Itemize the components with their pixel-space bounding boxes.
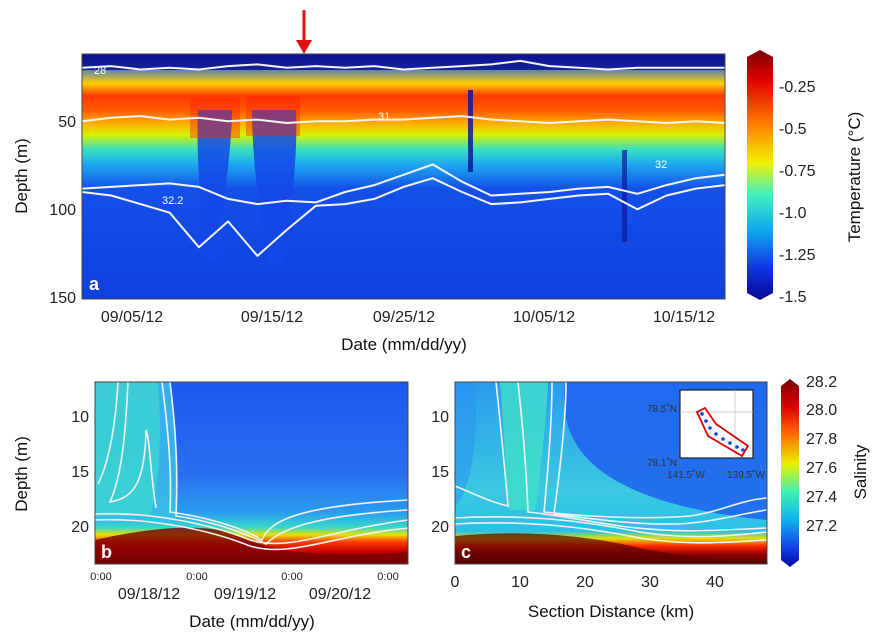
y-tick-50: 50 <box>58 114 76 131</box>
inset-lat-label-0: 78.5˚N <box>647 403 677 415</box>
panel-a-y-ticks: 50 100 150 <box>49 114 76 307</box>
salinity-colorbar: 28.2 28.0 27.8 27.6 27.4 27.2 Salinity <box>781 374 870 567</box>
panel-label-a: a <box>89 274 100 294</box>
cb-s-tick-2: 27.8 <box>806 431 837 448</box>
x-tick-09-25: 09/25/12 <box>373 309 435 326</box>
panel-label-b: b <box>101 542 112 562</box>
panel-a-ylabel: Depth (m) <box>12 138 31 214</box>
temperature-colorbar: -0.25 -0.5 -0.75 -1.0 -1.25 -1.5 Tempera… <box>747 50 864 306</box>
cb-t-tick-1: -0.5 <box>779 121 807 138</box>
panel-a-xlabel: Date (mm/dd/yy) <box>341 335 467 354</box>
b-x-minor-0: 0:00 <box>90 571 111 583</box>
panel-b-features <box>95 382 408 564</box>
panel-a-heatmap <box>82 54 725 299</box>
panel-b-frame <box>94 381 409 565</box>
inset-lat-label-1: 78.1˚N <box>647 457 677 469</box>
c-x-tick-0: 0 <box>451 574 460 591</box>
panel-b-xlabel: Date (mm/dd/yy) <box>189 612 315 631</box>
x-tick-10-05: 10/05/12 <box>513 309 575 326</box>
inset-lon-label-1: 139.5˚W <box>727 469 765 481</box>
b-x-minor-3: 0:00 <box>377 571 398 583</box>
cb-t-tick-5: -1.5 <box>779 289 807 306</box>
marker-red-arrow <box>296 10 312 54</box>
cb-s-tick-5: 27.2 <box>806 518 837 535</box>
b-y-tick-20: 20 <box>71 519 89 536</box>
contour-label-32-2: 32.2 <box>162 195 183 207</box>
panel-label-c: c <box>461 542 471 562</box>
salinity-colorbar-bar <box>781 379 799 567</box>
cb-t-tick-2: -0.75 <box>779 163 816 180</box>
contour-label-28: 28 <box>94 65 106 77</box>
b-x-minor-1: 0:00 <box>186 571 207 583</box>
c-x-tick-30: 30 <box>641 574 659 591</box>
isohaline-32 <box>82 163 725 206</box>
c-x-tick-20: 20 <box>576 574 594 591</box>
inset-section-outline <box>695 406 750 458</box>
b-y-tick-15: 15 <box>71 464 89 481</box>
y-tick-100: 100 <box>49 202 76 219</box>
inset-map: 78.5˚N 78.1˚N 141.5˚W 139.5˚W <box>647 389 765 481</box>
cb-s-tick-3: 27.6 <box>806 460 837 477</box>
panel-b-ylabel: Depth (m) <box>12 436 31 512</box>
x-tick-09-15: 09/15/12 <box>241 309 303 326</box>
cb-s-tick-0: 28.2 <box>806 374 837 391</box>
panel-b: b 10 15 20 0:00 0:00 0:00 0:00 09/18/12 … <box>12 381 409 631</box>
y-tick-150: 150 <box>49 290 76 307</box>
c-y-tick-20: 20 <box>431 519 449 536</box>
panel-c-xlabel: Section Distance (km) <box>528 602 694 621</box>
cb-t-tick-4: -1.25 <box>779 247 816 264</box>
contour-label-32: 32 <box>655 159 667 171</box>
panel-a-x-ticks: 09/05/12 09/15/12 09/25/12 10/05/12 10/1… <box>101 309 715 326</box>
isohaline-28 <box>82 59 725 71</box>
inset-lon-label-0: 141.5˚W <box>667 469 705 481</box>
panel-a-frame <box>81 53 726 300</box>
b-x-tick-09-18: 09/18/12 <box>118 586 180 603</box>
panel-a-isohalines <box>82 59 725 257</box>
c-x-tick-10: 10 <box>511 574 529 591</box>
panel-c: c 78.5˚N 78.1˚N 141.5˚W 139.5˚W 10 15 20… <box>431 381 768 621</box>
b-x-tick-09-20: 09/20/12 <box>309 586 371 603</box>
b-y-tick-10: 10 <box>71 409 89 426</box>
temperature-colorbar-label: Temperature (°C) <box>845 112 864 243</box>
cb-t-tick-0: -0.25 <box>779 79 816 96</box>
isohaline-32-2 <box>82 177 725 257</box>
contour-label-31: 31 <box>378 111 390 123</box>
cb-s-tick-4: 27.4 <box>806 489 837 506</box>
cb-t-tick-3: -1.0 <box>779 205 807 222</box>
b-x-tick-09-19: 09/19/12 <box>214 586 276 603</box>
panel-a: 28 31 32 32.2 a 50 100 150 09/05/12 09/1… <box>12 10 726 354</box>
temperature-colorbar-bar <box>747 50 773 300</box>
c-x-tick-40: 40 <box>706 574 724 591</box>
c-y-tick-10: 10 <box>431 409 449 426</box>
c-y-tick-15: 15 <box>431 464 449 481</box>
salinity-colorbar-label: Salinity <box>851 444 870 499</box>
cb-s-tick-1: 28.0 <box>806 402 837 419</box>
isohaline-31 <box>82 115 725 124</box>
panel-c-frame <box>454 381 768 565</box>
x-tick-09-05: 09/05/12 <box>101 309 163 326</box>
x-tick-10-15: 10/15/12 <box>653 309 715 326</box>
inset-stations <box>700 412 745 452</box>
b-x-minor-2: 0:00 <box>281 571 302 583</box>
